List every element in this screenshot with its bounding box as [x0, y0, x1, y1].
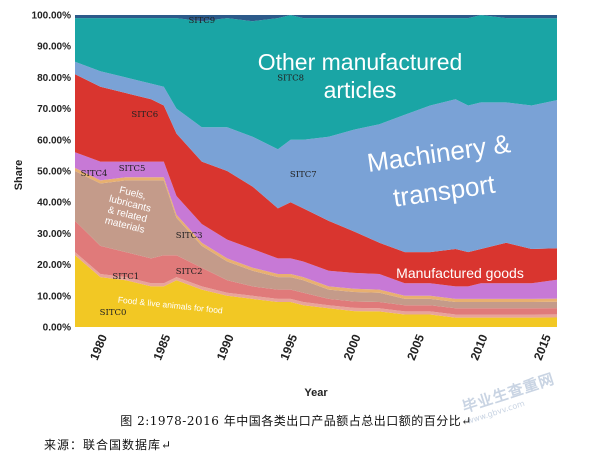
- label-manufactured-goods: Manufactured goods: [396, 265, 524, 281]
- label-sitc1: SITC1: [112, 272, 139, 282]
- y-tick-label: 60.00%: [37, 135, 71, 146]
- y-tick-label: 0.00%: [43, 323, 71, 334]
- area-sitc6: [75, 74, 557, 287]
- area-sitc7: [75, 61, 557, 253]
- x-tick-label: 2005: [404, 332, 427, 362]
- label-sitc9: SITC9: [188, 16, 215, 26]
- area-sitc3: [75, 171, 557, 309]
- x-tick-label: 2000: [341, 332, 364, 362]
- label-sitc4: SITC4: [81, 169, 108, 179]
- y-tick-label: 20.00%: [37, 260, 71, 271]
- label-fuels: Fuels,lubricants& relatedmaterials: [103, 183, 155, 236]
- label-sitc8: SITC8: [277, 73, 304, 83]
- y-tick-label: 80.00%: [37, 73, 71, 84]
- area-sitc1: [75, 252, 557, 318]
- figure-caption: 图 2:1978-2016 年中国各类出口产品额占总出口额的百分比↵: [120, 414, 472, 428]
- export-share-chart: 0.00% 10.00% 20.00% 30.00% 40.00% 50.00% 60.00…: [13, 11, 557, 399]
- x-tick-label: 1990: [214, 332, 237, 362]
- x-tick-label: 2015: [531, 332, 554, 362]
- y-tick-label: 30.00%: [37, 229, 71, 240]
- label-sitc2: SITC2: [176, 267, 203, 277]
- label-sitc0: SITC0: [100, 308, 127, 318]
- y-tick-label: 100.00%: [32, 11, 72, 22]
- y-tick-label: 90.00%: [37, 42, 71, 53]
- x-tick-label: 1985: [150, 332, 173, 362]
- area-sitc2: [75, 220, 557, 315]
- y-tick-label: 10.00%: [37, 291, 71, 302]
- area-sitc9: [75, 15, 557, 22]
- area-sitc5: [75, 152, 557, 299]
- label-other-manufactured-articles: Other manufactured articles: [258, 49, 463, 103]
- y-axis-title: Share: [13, 160, 25, 191]
- label-sitc3: SITC3: [176, 231, 203, 241]
- area-layers: [75, 15, 557, 327]
- label-sitc5: SITC5: [119, 164, 146, 174]
- x-tick-label: 1980: [87, 332, 110, 362]
- y-tick-label: 50.00%: [37, 167, 71, 178]
- area-sitc8: [75, 15, 557, 150]
- source-note: 来源：联合国数据库↵: [44, 438, 173, 452]
- y-tick-label: 40.00%: [37, 198, 71, 209]
- label-sitc6: SITC6: [131, 110, 158, 120]
- y-tick-label: 70.00%: [37, 104, 71, 115]
- x-axis-title: Year: [304, 387, 328, 399]
- area-sitc0: [75, 255, 557, 327]
- x-axis: 1980 1985 1990 1995 2000 2005 2010 2015: [87, 332, 554, 362]
- x-tick-label: 1995: [277, 332, 300, 362]
- x-tick-label: 2010: [468, 332, 491, 362]
- y-axis: 0.00% 10.00% 20.00% 30.00% 40.00% 50.00% 60.00…: [32, 11, 72, 334]
- label-sitc7: SITC7: [290, 170, 317, 180]
